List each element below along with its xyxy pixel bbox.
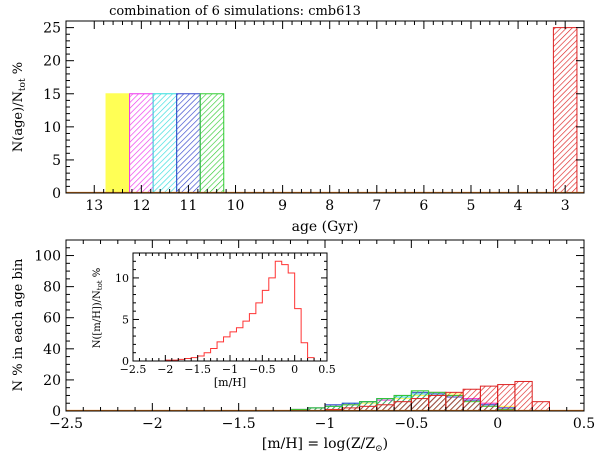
- metallicity-x-tick-label: 0: [493, 416, 502, 432]
- metallicity-x-tick-label: −2: [142, 416, 163, 432]
- age-y-tick-label: 0: [52, 186, 61, 202]
- age-y-tick-label: 10: [43, 120, 61, 136]
- age-bars: [105, 27, 578, 194]
- metallicity-y-tick-label: 100: [34, 249, 61, 265]
- age-x-tick-label: 8: [325, 198, 334, 214]
- metallicity-y-tick-label: 40: [43, 342, 61, 358]
- metallicity-bar-series-5: [462, 388, 481, 412]
- inset-x-tick-label: 0.5: [318, 363, 336, 376]
- age-x-tick-label: 10: [227, 198, 245, 214]
- inset-x-tick-label: −1.5: [184, 363, 211, 376]
- age-y-tick-label: 20: [43, 54, 61, 70]
- metallicity-bars: [289, 380, 550, 412]
- age-x-tick-label: 13: [85, 198, 103, 214]
- metallicity-x-ticks: −2.5 −2 −1.5 −1 −0.5 0 0.5: [49, 240, 595, 432]
- age-bar-1: [129, 93, 154, 194]
- metallicity-y-tick-label: 0: [52, 404, 61, 420]
- metallicity-x-tick-label: −0.5: [394, 416, 428, 432]
- inset-x-tick-label: 0: [291, 363, 298, 376]
- age-x-tick-label: 3: [561, 198, 570, 214]
- age-y-tick-label: 25: [43, 21, 61, 37]
- age-x-tick-label: 6: [419, 198, 428, 214]
- inset-x-tick-label: −0.5: [249, 363, 276, 376]
- age-bar-4: [199, 93, 225, 194]
- metallicity-x-axis-label: [m/H] = log(Z/Z⊙): [262, 436, 388, 454]
- metallicity-bar-series-5: [428, 394, 447, 412]
- inset-x-axis-label: [m/H]: [214, 376, 246, 389]
- inset-x-tick-label: −2: [157, 363, 173, 376]
- metallicity-bar-series-5: [497, 384, 516, 412]
- metallicity-bar-series-5: [514, 380, 533, 412]
- metallicity-x-tick-label: −1: [315, 416, 336, 432]
- inset-y-ticks: 0 5 10: [115, 260, 327, 368]
- age-x-tick-label: 7: [372, 198, 381, 214]
- metallicity-bar-series-5: [410, 398, 430, 412]
- age-bar-3: [176, 93, 201, 194]
- inset-y-tick-label: 5: [122, 313, 129, 326]
- age-bar-5: [552, 27, 578, 194]
- age-y-tick-label: 15: [43, 87, 61, 103]
- age-bar-2: [152, 93, 178, 194]
- age-y-ticks: 0 5 10 15 20 25: [43, 21, 584, 202]
- inset-y-axis-label: N([m/H])/Ntot %: [92, 268, 104, 349]
- metallicity-bar-series-5: [445, 391, 464, 412]
- age-x-tick-label: 5: [467, 198, 476, 214]
- age-histogram-panel: 13 12 11 10 9 8 7 6 5 4 3 0 5 10 15 20 25 age (Gyr) N(a…: [11, 20, 585, 235]
- metallicity-x-tick-label: −1.5: [222, 416, 256, 432]
- age-x-tick-label: 12: [132, 198, 150, 214]
- age-x-tick-label: 9: [278, 198, 287, 214]
- age-bar-0: [105, 93, 131, 194]
- age-x-tick-label: 4: [514, 198, 523, 214]
- metallicity-x-tick-label: 0.5: [573, 416, 595, 432]
- figure-title: combination of 6 simulations: cmb613: [109, 4, 361, 19]
- metallicity-y-axis-label: N % in each age bin: [11, 258, 26, 391]
- age-y-tick-label: 5: [52, 153, 61, 169]
- inset-x-tick-label: −1: [222, 363, 238, 376]
- metallicity-y-tick-label: 80: [43, 280, 61, 296]
- metallicity-bar-series-5: [479, 385, 499, 412]
- metallicity-y-tick-label: 60: [43, 311, 61, 327]
- metallicity-bar-series-5: [393, 401, 412, 412]
- age-x-ticks: 13 12 11 10 9 8 7 6 5 4 3: [85, 21, 570, 214]
- inset-y-tick-label: 0: [122, 355, 129, 368]
- inset-y-tick-label: 10: [115, 272, 129, 285]
- metallicity-y-tick-label: 20: [43, 373, 61, 389]
- age-x-axis-label: age (Gyr): [292, 219, 359, 235]
- inset-background: [133, 253, 327, 361]
- age-x-tick-label: 11: [180, 198, 198, 214]
- inset-metallicity-panel: −2.5 −2 −1.5 −1 −0.5 0 0.5 0 5 10 [m/H] N([m/H])…: [92, 252, 336, 389]
- age-y-axis-label: N(age)/Ntot %: [11, 62, 28, 152]
- inset-x-ticks: −2.5 −2 −1.5 −1 −0.5 0 0.5: [120, 253, 336, 376]
- metallicity-bar-series-5: [531, 401, 550, 412]
- metallicity-x-tick-label: −2.5: [49, 416, 83, 432]
- inset-x-tick-label: −2.5: [120, 363, 147, 376]
